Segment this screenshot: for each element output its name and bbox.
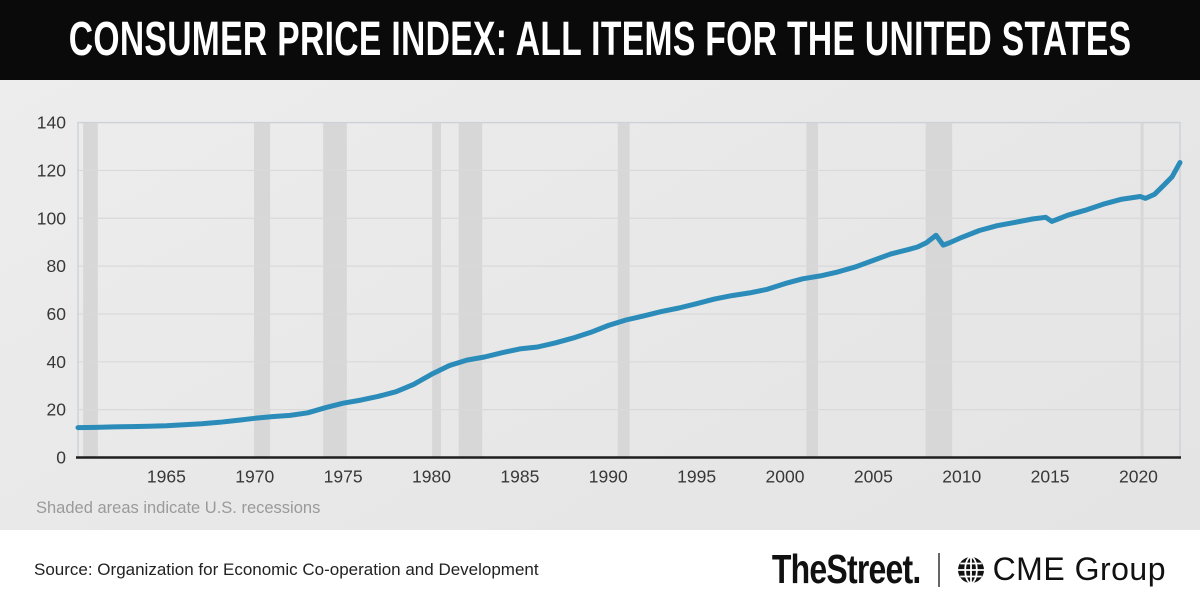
logo-separator <box>937 552 940 587</box>
cme-group-label: CME Group <box>992 551 1166 587</box>
recession-note: Shaded areas indicate U.S. recessions <box>36 499 321 517</box>
svg-text:1995: 1995 <box>677 467 716 487</box>
chart-panel: 0 20 40 60 80 100 120 140 1965 1970 1975 1980 1985 19… <box>0 80 1200 530</box>
branding-logos: TheStreet. CME Group <box>730 549 1166 590</box>
svg-text:1970: 1970 <box>235 467 274 487</box>
svg-text:2020: 2020 <box>1119 467 1158 487</box>
svg-text:2000: 2000 <box>766 467 805 487</box>
svg-text:0: 0 <box>56 448 66 468</box>
svg-text:40: 40 <box>47 352 67 372</box>
svg-text:1980: 1980 <box>412 467 451 487</box>
footer: Source: Organization for Economic Co-ope… <box>0 530 1200 609</box>
svg-text:2005: 2005 <box>854 467 893 487</box>
recession-bands <box>83 122 1144 457</box>
page-title: CONSUMER PRICE INDEX: ALL ITEMS FOR THE … <box>68 13 1132 66</box>
source-attribution: Source: Organization for Economic Co-ope… <box>34 559 539 579</box>
svg-text:20: 20 <box>47 400 67 420</box>
title-bar: CONSUMER PRICE INDEX: ALL ITEMS FOR THE … <box>0 0 1200 80</box>
thestreet-logo: TheStreet. <box>771 546 921 592</box>
cme-group-logo: CME Group <box>957 551 1166 588</box>
svg-text:2010: 2010 <box>942 467 981 487</box>
svg-text:60: 60 <box>47 304 67 324</box>
svg-text:120: 120 <box>37 160 66 180</box>
svg-text:80: 80 <box>47 256 67 276</box>
svg-text:1965: 1965 <box>147 467 186 487</box>
plot-border <box>77 121 1181 458</box>
svg-text:140: 140 <box>37 113 66 133</box>
globe-icon <box>957 555 984 584</box>
y-axis-labels: 0 20 40 60 80 100 120 140 <box>37 113 66 468</box>
svg-text:1975: 1975 <box>324 467 363 487</box>
x-axis-labels: 1965 1970 1975 1980 1985 1990 1995 2000 2005 2010… <box>147 467 1158 487</box>
svg-text:1990: 1990 <box>589 467 628 487</box>
svg-text:100: 100 <box>37 208 66 228</box>
svg-text:2015: 2015 <box>1031 467 1070 487</box>
cpi-series-line <box>75 160 1183 431</box>
svg-text:1985: 1985 <box>500 467 539 487</box>
